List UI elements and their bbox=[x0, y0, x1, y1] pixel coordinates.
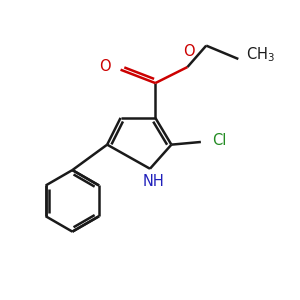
Text: NH: NH bbox=[142, 174, 164, 189]
Text: Cl: Cl bbox=[212, 133, 226, 148]
Text: O: O bbox=[183, 44, 195, 59]
Text: O: O bbox=[99, 59, 110, 74]
Text: CH$_3$: CH$_3$ bbox=[246, 45, 275, 64]
